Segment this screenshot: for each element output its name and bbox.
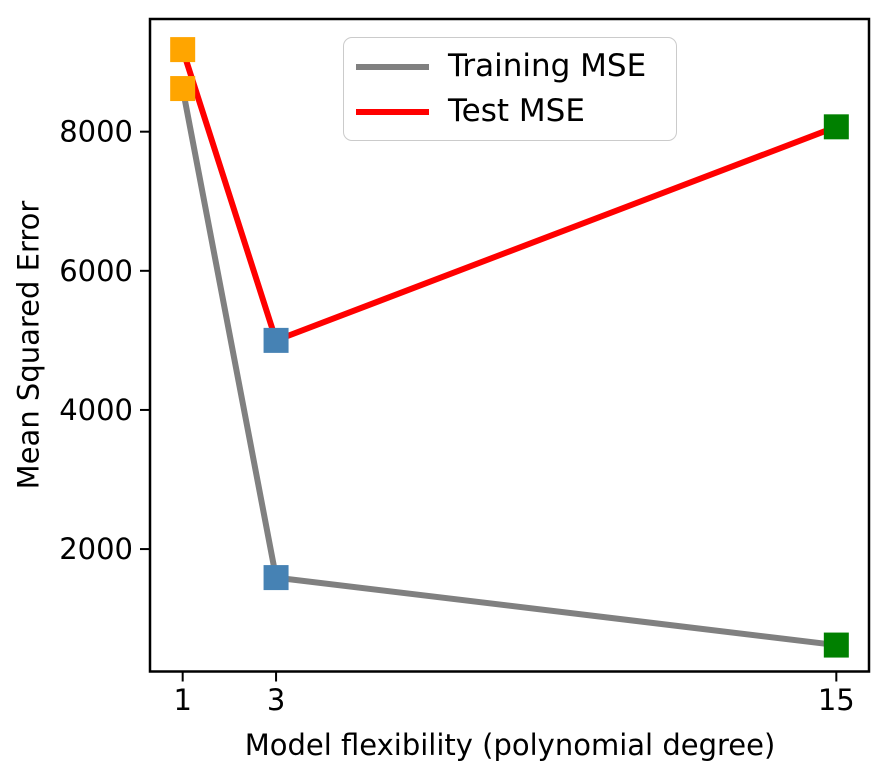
- data-point-marker: [263, 327, 289, 353]
- legend: Training MSE Test MSE: [343, 37, 677, 141]
- axis-tick-layer: 2000 4000 6000 8000 1 3 15: [59, 115, 855, 717]
- x-tick-label: 1: [173, 683, 191, 717]
- x-tick-label: 3: [267, 683, 285, 717]
- legend-item-training-mse: Training MSE: [356, 51, 666, 82]
- plot-border: [148, 17, 871, 673]
- legend-line-sample-training: [356, 63, 429, 70]
- y-tick-label: 4000: [59, 393, 133, 427]
- y-tick-label: 6000: [59, 254, 133, 288]
- y-tick-label: 2000: [59, 532, 133, 566]
- legend-label-test: Test MSE: [448, 93, 585, 129]
- x-tick-label: 15: [818, 683, 855, 717]
- legend-label-training: Training MSE: [448, 48, 647, 84]
- data-point-marker: [263, 565, 289, 591]
- legend-line-sample-test: [356, 108, 429, 115]
- y-axis-label: Mean Squared Error: [11, 200, 46, 490]
- data-point-marker: [170, 76, 196, 102]
- data-point-marker: [823, 632, 849, 658]
- data-point-marker: [170, 37, 196, 63]
- data-point-marker: [823, 114, 849, 140]
- legend-item-test-mse: Test MSE: [356, 96, 666, 127]
- training-mse-line: [179, 88, 837, 649]
- plot-marker-layer: [170, 37, 849, 658]
- x-axis-label: Model flexibility (polynomial degree): [244, 728, 776, 762]
- y-tick-label: 8000: [59, 115, 133, 149]
